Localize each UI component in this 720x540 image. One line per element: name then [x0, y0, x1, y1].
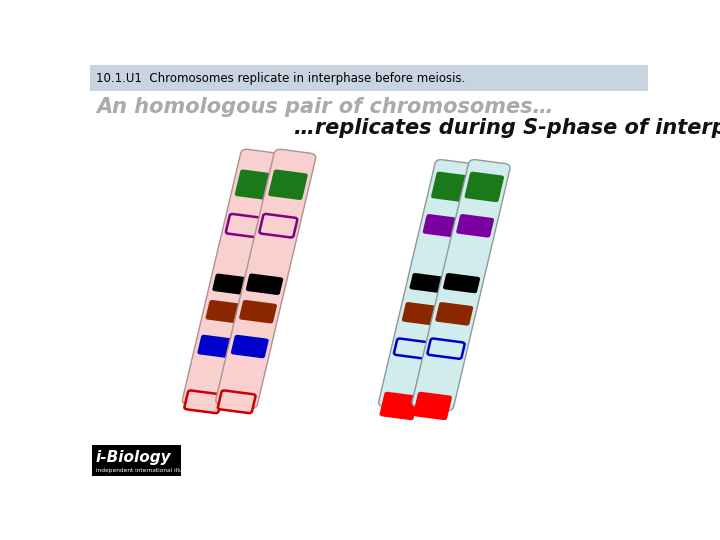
FancyBboxPatch shape	[436, 302, 473, 326]
Text: An homologous pair of chromosomes…: An homologous pair of chromosomes…	[96, 97, 554, 117]
Text: independent international illuminated inspired: independent international illuminated in…	[96, 468, 232, 473]
FancyBboxPatch shape	[464, 172, 504, 202]
FancyBboxPatch shape	[218, 390, 256, 413]
FancyBboxPatch shape	[216, 149, 316, 409]
FancyBboxPatch shape	[443, 273, 480, 293]
Text: …replicates during S-phase of interphase…: …replicates during S-phase of interphase…	[294, 118, 720, 138]
FancyBboxPatch shape	[184, 390, 222, 413]
FancyBboxPatch shape	[428, 339, 464, 359]
FancyBboxPatch shape	[402, 302, 440, 326]
FancyBboxPatch shape	[90, 65, 648, 91]
FancyBboxPatch shape	[379, 160, 477, 411]
FancyBboxPatch shape	[456, 214, 494, 238]
FancyBboxPatch shape	[182, 149, 282, 409]
FancyBboxPatch shape	[431, 172, 471, 202]
FancyBboxPatch shape	[212, 274, 250, 295]
FancyBboxPatch shape	[235, 170, 274, 200]
FancyBboxPatch shape	[412, 160, 510, 411]
FancyBboxPatch shape	[91, 446, 181, 476]
FancyBboxPatch shape	[423, 214, 461, 238]
FancyBboxPatch shape	[394, 339, 431, 359]
FancyBboxPatch shape	[413, 392, 452, 420]
FancyBboxPatch shape	[197, 335, 235, 358]
FancyBboxPatch shape	[259, 214, 297, 238]
FancyBboxPatch shape	[269, 170, 308, 200]
Text: i-Biology: i-Biology	[96, 450, 171, 465]
FancyBboxPatch shape	[246, 274, 283, 295]
FancyBboxPatch shape	[410, 273, 446, 293]
FancyBboxPatch shape	[239, 300, 277, 323]
FancyBboxPatch shape	[206, 300, 243, 323]
FancyBboxPatch shape	[379, 392, 418, 420]
FancyBboxPatch shape	[226, 214, 264, 238]
Text: 10.1.U1  Chromosomes replicate in interphase before meiosis.: 10.1.U1 Chromosomes replicate in interph…	[96, 72, 465, 85]
FancyBboxPatch shape	[231, 335, 269, 358]
